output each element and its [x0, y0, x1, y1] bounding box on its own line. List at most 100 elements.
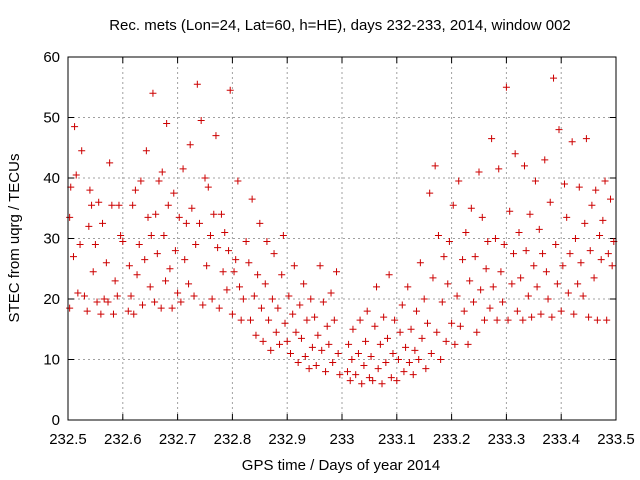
data-point: [407, 325, 415, 333]
data-point: [300, 280, 308, 288]
data-point: [360, 362, 368, 370]
data-point: [541, 156, 549, 164]
data-point: [422, 365, 430, 373]
data-point: [581, 219, 589, 227]
data-point: [246, 316, 254, 324]
data-point: [115, 201, 123, 209]
data-point: [504, 316, 512, 324]
data-point: [590, 274, 598, 282]
data-point: [221, 228, 229, 236]
data-point: [226, 86, 234, 94]
data-point: [365, 374, 373, 382]
data-point: [542, 268, 550, 276]
data-point: [147, 231, 155, 239]
data-point: [416, 259, 424, 267]
y-axis-label: STEC from uqrg / TECUs: [6, 154, 23, 323]
data-point: [559, 262, 567, 270]
data-point: [393, 377, 401, 385]
data-point: [434, 231, 442, 239]
data-point: [544, 295, 552, 303]
data-point: [274, 304, 282, 312]
data-point: [599, 216, 607, 224]
data-point: [228, 310, 236, 318]
data-point: [491, 235, 499, 242]
data-point: [459, 256, 467, 264]
data-point: [286, 349, 294, 357]
data-point: [212, 132, 220, 140]
data-point: [453, 292, 461, 300]
data-point: [488, 135, 496, 143]
data-point: [442, 337, 450, 345]
data-point: [146, 283, 154, 291]
data-point: [409, 371, 417, 379]
x-tick-label: 232.8: [214, 431, 252, 448]
data-point: [574, 280, 582, 288]
data-point: [356, 316, 364, 324]
data-point: [345, 340, 353, 348]
data-point: [192, 241, 200, 249]
data-point: [170, 189, 178, 197]
data-point: [480, 316, 488, 324]
data-point: [550, 74, 558, 82]
data-point: [418, 334, 426, 342]
data-point: [292, 328, 300, 336]
x-tick-label: 233.5: [597, 431, 635, 448]
data-point: [179, 165, 187, 173]
data-point: [276, 340, 284, 348]
data-point: [376, 340, 384, 348]
data-point: [352, 371, 360, 379]
data-point: [210, 210, 218, 218]
data-point: [477, 286, 485, 294]
data-point: [411, 346, 419, 354]
data-point: [166, 265, 174, 273]
data-point: [203, 262, 211, 270]
data-point: [354, 349, 362, 357]
data-point: [577, 259, 585, 267]
y-tick-label: 10: [43, 352, 60, 369]
data-point: [245, 259, 253, 267]
data-point: [125, 262, 133, 270]
data-point: [193, 80, 201, 88]
data-point: [66, 304, 74, 312]
x-tick-label: 232.9: [268, 431, 306, 448]
data-point: [369, 377, 377, 385]
data-point: [383, 334, 391, 342]
data-point: [93, 298, 101, 306]
data-point: [119, 238, 127, 246]
data-point: [506, 207, 514, 215]
data-point: [455, 177, 463, 185]
data-point: [174, 289, 182, 297]
data-point: [76, 241, 84, 249]
data-point: [387, 374, 395, 382]
data-point: [462, 228, 470, 236]
data-point: [135, 241, 143, 249]
data-point: [563, 213, 571, 221]
data-point: [519, 316, 527, 324]
data-point: [552, 241, 560, 249]
data-point: [402, 343, 410, 351]
data-point: [69, 253, 77, 261]
data-point: [608, 262, 616, 270]
data-point: [311, 313, 319, 321]
data-point: [104, 298, 112, 306]
data-point: [160, 231, 168, 239]
data-point: [261, 280, 269, 288]
data-point: [510, 250, 518, 258]
data-point: [162, 277, 170, 285]
data-point: [215, 304, 223, 312]
data-point: [391, 316, 399, 324]
data-point: [88, 201, 96, 209]
data-point: [334, 349, 342, 357]
data-point: [144, 213, 152, 221]
data-point: [256, 219, 264, 227]
data-point: [237, 316, 245, 324]
data-point: [413, 307, 421, 315]
data-point: [396, 328, 404, 336]
data-point: [440, 253, 448, 261]
data-point: [330, 316, 338, 324]
data-point: [285, 292, 293, 300]
data-point: [470, 298, 478, 306]
data-point: [566, 250, 574, 258]
data-point: [389, 349, 397, 357]
data-point: [153, 250, 161, 258]
